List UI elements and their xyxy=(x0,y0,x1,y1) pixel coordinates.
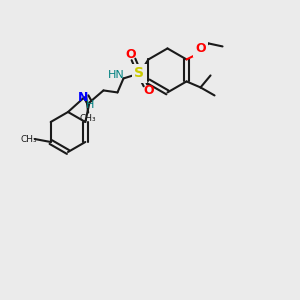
Text: H: H xyxy=(86,100,94,110)
Text: HN: HN xyxy=(108,70,125,80)
Text: S: S xyxy=(134,66,145,80)
Text: CH₃: CH₃ xyxy=(20,134,37,143)
Text: CH₃: CH₃ xyxy=(80,114,97,123)
Text: O: O xyxy=(195,42,206,55)
Text: O: O xyxy=(125,48,136,61)
Text: N: N xyxy=(78,91,88,104)
Text: O: O xyxy=(143,84,154,97)
